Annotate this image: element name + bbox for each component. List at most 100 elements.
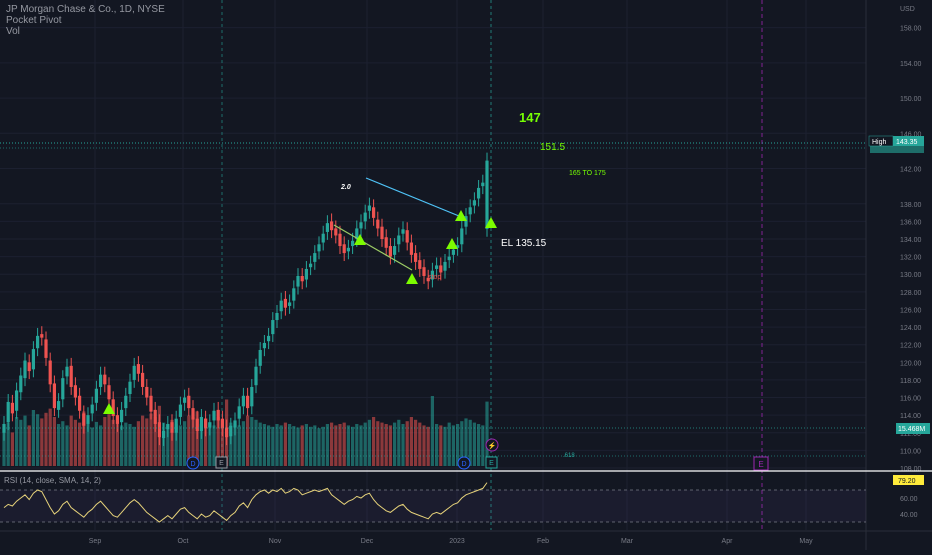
candle-body — [485, 160, 489, 229]
candle-body — [481, 182, 485, 187]
candle-body — [309, 263, 313, 268]
price-tick-label: 114.00 — [900, 413, 921, 420]
candle-body — [212, 410, 216, 421]
volume-bar — [275, 424, 279, 466]
price-axis-bg — [866, 0, 932, 550]
volume-bar — [170, 419, 174, 466]
volume-bar — [40, 418, 44, 466]
signal-marker — [485, 217, 497, 228]
candle-body — [380, 226, 384, 239]
volume-bar — [90, 427, 94, 466]
volume-bar — [128, 424, 132, 466]
candle-body — [460, 228, 464, 245]
volume-bar — [296, 427, 300, 466]
volume-bar — [258, 422, 262, 466]
candle-body — [27, 362, 31, 372]
volume-bar — [405, 421, 409, 466]
volume-bar — [52, 417, 56, 466]
price-axis[interactable]: USD 158.00 154.00 150.00 146.00 142.00 138.00 1… — [865, 0, 932, 550]
volume-bar — [141, 415, 145, 466]
candle-body — [15, 390, 19, 411]
volume-bar — [178, 425, 182, 466]
indicator-volume[interactable]: Vol — [6, 26, 20, 37]
volume-bar — [254, 419, 258, 466]
signal-marker — [446, 238, 458, 249]
volume-bar — [132, 426, 136, 466]
time-tick-label: Dec — [361, 538, 374, 545]
volume-bar — [111, 419, 115, 466]
candle-body — [61, 378, 65, 400]
volume-bar — [183, 421, 187, 466]
volume-bar — [27, 425, 31, 466]
candle-body — [267, 335, 271, 342]
candle-body — [430, 270, 434, 280]
time-axis[interactable]: Sep Oct Nov Dec 2023 Feb Mar Apr May — [89, 538, 813, 545]
volume-bar — [401, 424, 405, 466]
rsi-value-badge-bg — [893, 475, 924, 485]
price-tick-label: 130.00 — [900, 272, 922, 279]
volume-bar — [393, 422, 397, 466]
lower-trendline — [333, 224, 413, 271]
candle-body — [376, 219, 380, 229]
volume-bar — [174, 424, 178, 466]
volume-bar — [414, 419, 418, 466]
symbol-title[interactable]: JP Morgan Chase & Co., 1D, NYSE — [6, 4, 165, 15]
volume-bar — [384, 424, 388, 466]
candle-body — [451, 249, 455, 255]
volume-bar — [199, 424, 203, 466]
candle-body — [187, 395, 191, 409]
candle-body — [321, 233, 325, 243]
volume-bar — [292, 426, 296, 466]
volume-bar — [288, 424, 292, 466]
candle-body — [271, 320, 275, 335]
volume-bar — [409, 417, 413, 466]
volume-bar — [313, 425, 317, 466]
volume-bar — [115, 424, 119, 466]
annotation-stop: stop — [428, 274, 441, 281]
candle-body — [304, 268, 308, 280]
candle-body — [241, 395, 245, 407]
volume-bar — [304, 424, 308, 466]
candle-body — [99, 374, 103, 387]
candle-body — [342, 244, 346, 254]
price-tick-label: 110.00 — [900, 448, 921, 455]
indicator-pocket-pivot[interactable]: Pocket Pivot — [6, 15, 62, 26]
price-tick-label: 122.00 — [900, 343, 922, 350]
candle-body — [372, 207, 376, 218]
volume-bar — [187, 415, 191, 466]
signal-marker — [103, 403, 115, 414]
future-earnings-letter: E — [758, 460, 763, 469]
candle-body — [216, 409, 220, 421]
annotation-165-175: 165 TO 175 — [569, 170, 606, 177]
volume-bar — [241, 421, 245, 466]
volume-bar — [65, 425, 69, 466]
volume-bar — [346, 425, 350, 466]
volume-bar — [447, 422, 451, 466]
earnings-marker-letter: E — [219, 460, 224, 467]
price-tick-label: 146.00 — [900, 131, 922, 138]
candle-body — [19, 375, 23, 393]
price-tick-label: 112.00 — [900, 431, 921, 438]
candle-body — [10, 402, 14, 414]
candle-body — [124, 395, 128, 409]
annotation-147: 147 — [519, 110, 541, 125]
annotation-2-0: 2.0 — [340, 184, 351, 191]
time-tick-label: Sep — [89, 538, 102, 545]
volume-bar — [372, 417, 376, 466]
candle-body — [330, 221, 334, 231]
candle-body — [220, 418, 224, 429]
candle-body — [237, 406, 241, 419]
candle-body — [250, 386, 254, 407]
rsi-panel[interactable]: RSI (14, close, SMA, 14, 2) 79.20 60.00 40.… — [0, 470, 932, 532]
volume-bar — [6, 422, 10, 466]
candle-body — [90, 404, 94, 414]
volume-bar — [124, 422, 128, 466]
signal-marker — [406, 273, 418, 284]
volume-badge-bg — [896, 423, 930, 434]
price-tick-label: 154.00 — [900, 61, 922, 68]
time-tick-label: Oct — [178, 538, 189, 545]
price-tick-label: 124.00 — [900, 325, 922, 332]
future-earnings-box — [753, 456, 769, 471]
